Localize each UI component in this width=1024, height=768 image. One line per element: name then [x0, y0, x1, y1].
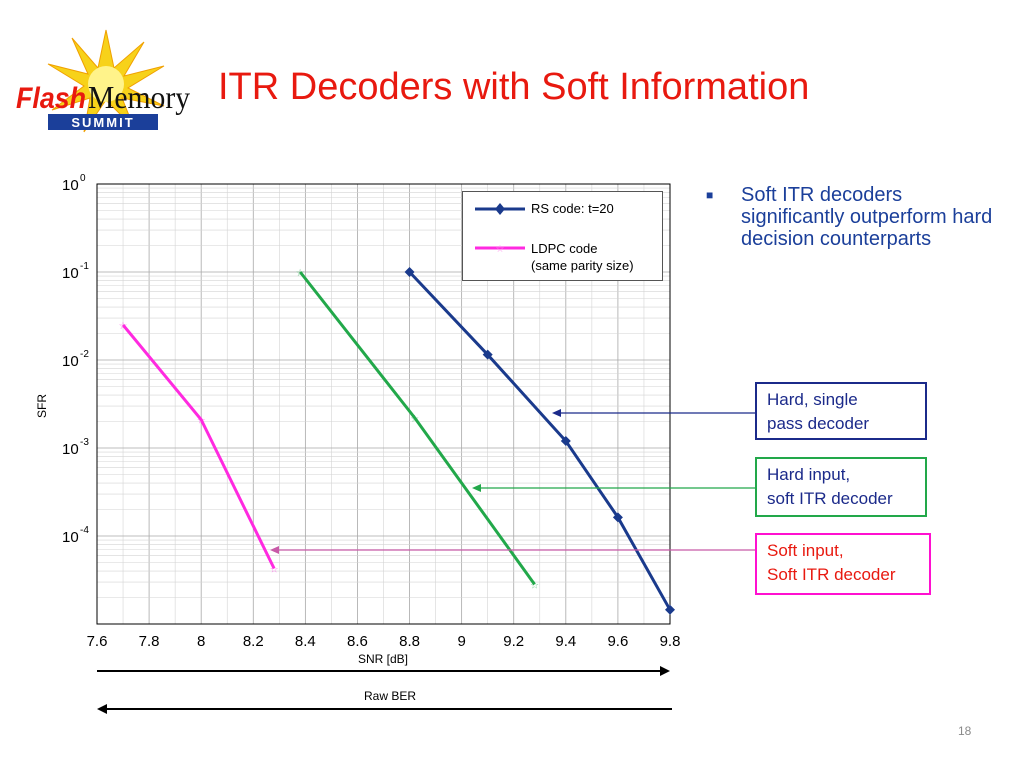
chart-legend: ☆ RS code: t=20 LDPC code (same parity s…	[462, 191, 663, 281]
series-1-point: ☆	[197, 416, 206, 427]
callout-soft-line1: Soft input,	[767, 541, 844, 560]
x-tick-label: 8	[197, 633, 205, 650]
y-tick-label: 10	[62, 353, 79, 370]
flash-memory-summit-logo: Flash Memory SUMMIT	[16, 29, 190, 133]
bullet-item: Soft ITR decoders significantly outperfo…	[741, 184, 993, 250]
legend-star-marker: ☆	[496, 244, 505, 255]
plot-frame	[96, 183, 671, 625]
x-tick-label: 8.8	[399, 633, 420, 650]
logo-word-memory: Memory	[88, 79, 190, 115]
x-tick-label: 8.2	[243, 633, 264, 650]
series-1-point: ☆	[270, 565, 279, 576]
logo-word-flash: Flash	[16, 82, 86, 115]
x-tick-labels: 7.6 7.8 8 8.2 8.4 8.6 8.8 9 9.2 9.4 9.6 9.8	[87, 633, 681, 650]
callout-hardin-line1: Hard input,	[767, 465, 851, 484]
arrow-hard-input-head	[472, 484, 481, 492]
logo-word-summit: SUMMIT	[71, 115, 134, 130]
x-tick-label: 9.6	[607, 633, 628, 650]
series-2-point: ☆	[530, 580, 539, 591]
callout-hard-line1: Hard, single	[767, 390, 858, 409]
raw-ber-arrow-head	[97, 704, 107, 714]
page-number: 18	[958, 724, 972, 738]
y-axis-label: SFR	[35, 394, 49, 418]
series-line-2	[298, 271, 536, 586]
series-0-point	[665, 604, 675, 615]
y-tick-exponent: -3	[80, 437, 89, 448]
legend-ldpc-line2: (same parity size)	[531, 258, 634, 273]
series-0-point	[612, 512, 623, 523]
series-0-point	[560, 436, 571, 447]
raw-ber-label: Raw BER	[364, 689, 416, 703]
series-line-1	[121, 324, 276, 570]
series-2-point: ☆	[296, 268, 305, 279]
callout-soft-line2: Soft ITR decoder	[767, 565, 896, 584]
series-lines: ☆ ☆ ☆ ☆ ☆ ☆	[119, 267, 675, 615]
legend-swatches: ☆	[475, 203, 525, 255]
legend-diamond-marker	[495, 203, 505, 215]
legend-ldpc-line1: LDPC code	[531, 241, 598, 256]
x-tick-label: 9.4	[555, 633, 576, 650]
y-tick-label: 10	[62, 265, 79, 282]
bullet-square-icon: ■	[706, 188, 714, 202]
callout-soft-input-soft-itr: Soft input, Soft ITR decoder	[755, 533, 931, 595]
y-tick-label: 10	[62, 529, 79, 546]
y-tick-exponent: -2	[80, 349, 89, 360]
x-tick-label: 8.4	[295, 633, 316, 650]
y-tick-exponent: -4	[80, 525, 89, 536]
x-tick-label: 9.8	[660, 633, 681, 650]
legend-rs-label: RS code: t=20	[531, 201, 614, 216]
y-tick-label: 10	[62, 441, 79, 458]
legend-ldpc-label: LDPC code (same parity size)	[531, 240, 634, 274]
snr-arrow-head	[660, 666, 670, 676]
series-0-point	[404, 267, 415, 277]
series-2-point: ☆	[410, 414, 419, 425]
series-1-point: ☆	[119, 321, 128, 332]
arrow-soft-input-head	[270, 546, 279, 554]
slide-title: ITR Decoders with Soft Information	[218, 66, 810, 108]
x-tick-label: 9	[457, 633, 465, 650]
y-tick-exponent: -1	[80, 261, 89, 272]
series-0-point	[482, 349, 493, 360]
arrow-hard-single-head	[552, 409, 561, 417]
callout-arrows	[270, 409, 755, 554]
x-tick-label: 9.2	[503, 633, 524, 650]
callout-hardin-line2: soft ITR decoder	[767, 489, 893, 508]
callout-hard-line2: pass decoder	[767, 414, 870, 433]
x-tick-label: 8.6	[347, 633, 368, 650]
y-tick-exponent: 0	[80, 173, 86, 184]
x-axis-label: SNR [dB]	[358, 652, 408, 666]
callout-hard-single-pass: Hard, single pass decoder	[755, 382, 927, 440]
x-tick-label: 7.8	[139, 633, 160, 650]
callout-hard-input-soft-itr: Hard input, soft ITR decoder	[755, 457, 927, 517]
x-tick-label: 7.6	[87, 633, 108, 650]
y-tick-label: 10	[62, 177, 79, 194]
